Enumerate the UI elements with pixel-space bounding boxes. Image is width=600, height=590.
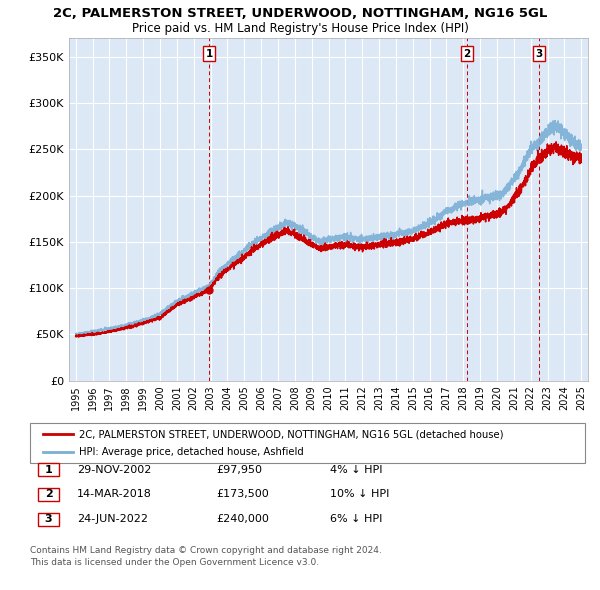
Text: 1: 1: [206, 49, 213, 59]
Text: £173,500: £173,500: [216, 490, 269, 499]
Text: 6% ↓ HPI: 6% ↓ HPI: [330, 514, 382, 524]
Text: 4% ↓ HPI: 4% ↓ HPI: [330, 465, 383, 474]
Text: 2: 2: [463, 49, 470, 59]
Text: 10% ↓ HPI: 10% ↓ HPI: [330, 490, 389, 499]
Text: 29-NOV-2002: 29-NOV-2002: [77, 465, 151, 474]
Text: 2C, PALMERSTON STREET, UNDERWOOD, NOTTINGHAM, NG16 5GL (detached house): 2C, PALMERSTON STREET, UNDERWOOD, NOTTIN…: [79, 430, 504, 440]
Text: 2: 2: [45, 490, 52, 499]
Text: 14-MAR-2018: 14-MAR-2018: [77, 490, 152, 499]
Text: 2C, PALMERSTON STREET, UNDERWOOD, NOTTINGHAM, NG16 5GL: 2C, PALMERSTON STREET, UNDERWOOD, NOTTIN…: [53, 7, 547, 20]
Text: Contains HM Land Registry data © Crown copyright and database right 2024.
This d: Contains HM Land Registry data © Crown c…: [30, 546, 382, 566]
Text: 3: 3: [45, 514, 52, 524]
Text: HPI: Average price, detached house, Ashfield: HPI: Average price, detached house, Ashf…: [79, 447, 304, 457]
Text: £97,950: £97,950: [216, 465, 262, 474]
Text: 24-JUN-2022: 24-JUN-2022: [77, 514, 148, 524]
Text: £240,000: £240,000: [216, 514, 269, 524]
Text: 3: 3: [535, 49, 542, 59]
Text: 1: 1: [45, 465, 52, 474]
Text: Price paid vs. HM Land Registry's House Price Index (HPI): Price paid vs. HM Land Registry's House …: [131, 22, 469, 35]
